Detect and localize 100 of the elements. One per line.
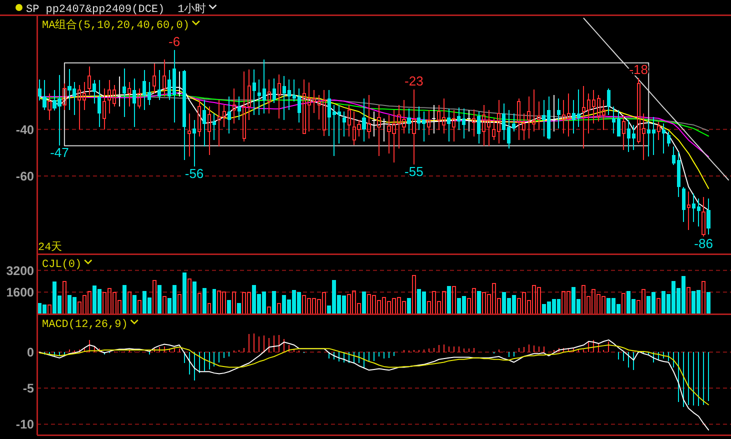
candlestick: [427, 109, 431, 136]
bar: [412, 275, 416, 314]
candlestick: [187, 112, 192, 158]
annotation: -47: [50, 145, 69, 160]
bar: [192, 282, 196, 314]
bar: [446, 286, 451, 314]
bar: [227, 300, 232, 314]
candlestick: [622, 114, 626, 151]
candlestick: [252, 68, 256, 116]
bar: [42, 304, 46, 314]
bar: [132, 294, 136, 314]
y-tick-label: 1600: [6, 286, 34, 300]
chart-title: SP pp2407&pp2409(DCE): [26, 4, 165, 16]
y-tick-label: -40: [16, 122, 34, 137]
candlestick: [706, 198, 710, 235]
annotation: -18: [629, 62, 648, 78]
bar: [207, 302, 212, 314]
candlestick: [556, 98, 561, 129]
bar: [137, 300, 142, 314]
candlestick: [466, 109, 472, 132]
bar: [267, 306, 272, 314]
y-tick-label: 3200: [6, 264, 34, 278]
candlestick: [202, 99, 206, 148]
candlestick: [522, 112, 526, 141]
annotation: -23: [404, 74, 424, 89]
candlestick: [152, 62, 156, 94]
candlestick: [477, 111, 481, 144]
candlestick: [192, 120, 196, 168]
candlestick: [237, 96, 241, 121]
bar: [452, 286, 456, 314]
chart-title: MACD(12,26,9): [42, 319, 128, 331]
candlestick: [38, 78, 42, 102]
candlestick: [666, 131, 670, 148]
chart-subtitle: 1小时: [178, 2, 206, 16]
bar: [187, 278, 192, 314]
candlestick: [377, 104, 381, 156]
y-tick-label: -10: [16, 418, 34, 432]
candlestick: [347, 104, 351, 138]
annotation: -55: [404, 164, 424, 179]
candlestick: [102, 88, 106, 130]
candlestick: [98, 80, 102, 128]
bar: [277, 303, 282, 314]
candlestick: [92, 80, 96, 104]
annotation: -6: [168, 34, 180, 50]
candlestick: [207, 106, 212, 156]
line-series: [39, 339, 710, 430]
candlestick: [132, 78, 136, 128]
bar: [272, 290, 276, 314]
candlestick: [362, 98, 366, 142]
candlestick: [212, 112, 216, 141]
bar: [202, 288, 206, 314]
candlestick: [367, 94, 371, 139]
bar: [157, 284, 162, 314]
candlestick: [686, 191, 690, 230]
candlestick: [472, 108, 476, 138]
bar: [702, 281, 706, 314]
bar: [362, 292, 366, 314]
bar: [406, 298, 411, 314]
candlestick: [447, 108, 451, 142]
bar: [47, 304, 52, 314]
line-series: [39, 344, 710, 406]
candlestick: [277, 74, 281, 119]
candlestick: [48, 92, 52, 121]
bar: [232, 292, 236, 314]
bar: [177, 294, 182, 314]
candlestick: [407, 108, 411, 134]
candlestick: [128, 81, 132, 108]
bar: [656, 298, 661, 314]
candlestick: [551, 94, 556, 132]
candlestick: [452, 109, 456, 142]
bar: [62, 281, 66, 314]
candlestick: [342, 111, 346, 138]
candlestick: [536, 101, 541, 131]
bar: [686, 287, 691, 314]
annotation: 24天: [38, 241, 62, 254]
candlestick: [122, 68, 126, 118]
annotation: MA组合(5,10,20,40,60,0): [42, 18, 190, 32]
candlestick: [158, 70, 162, 100]
bar: [622, 292, 626, 314]
candlestick: [117, 76, 122, 108]
candlestick: [182, 70, 186, 160]
candlestick: [412, 89, 416, 165]
bar: [476, 290, 481, 314]
candlestick: [227, 96, 232, 134]
candlestick: [272, 78, 276, 104]
y-tick-label: -60: [16, 170, 34, 184]
bar: [122, 284, 126, 314]
y-tick-label: -5: [22, 382, 34, 396]
candlestick: [232, 88, 236, 124]
bar: [197, 292, 202, 314]
candlestick: [42, 80, 46, 110]
candlestick: [662, 122, 666, 154]
candlestick: [432, 104, 436, 134]
bar: [152, 280, 156, 314]
candlestick: [372, 111, 376, 138]
y-tick-label: 0: [27, 346, 34, 360]
bar: [182, 272, 186, 314]
bar: [127, 292, 132, 314]
annotation: -86: [694, 236, 713, 252]
chart-title: CJL(0): [42, 259, 82, 271]
